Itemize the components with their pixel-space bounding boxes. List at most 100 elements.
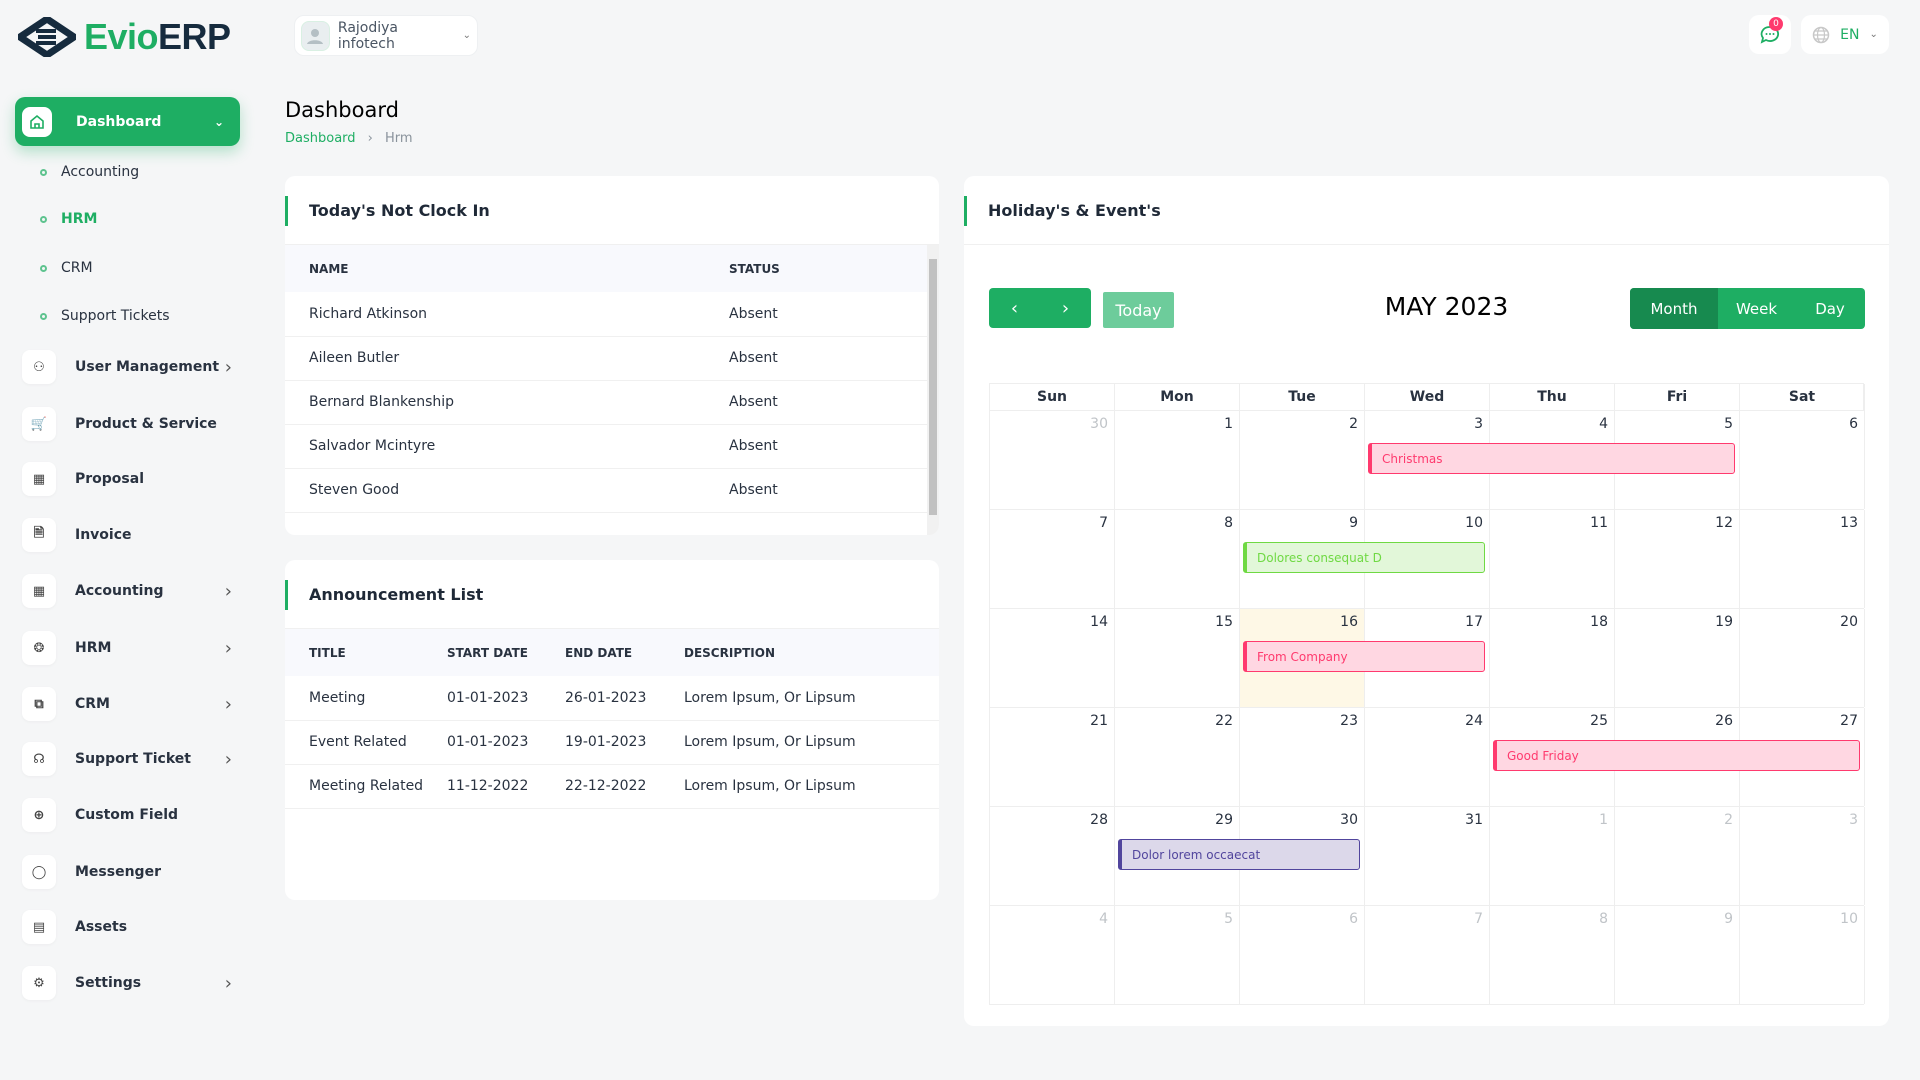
logo-text: EvioERP (84, 16, 231, 57)
calendar-day[interactable]: 15 (1115, 609, 1240, 707)
sidebar-item-proposal[interactable]: ▦ Proposal (22, 461, 232, 497)
headset-icon: ☊ (22, 742, 56, 776)
sidebar-item-messenger[interactable]: ◯ Messenger (22, 854, 232, 890)
logo[interactable]: EvioERP (18, 16, 231, 58)
calendar-day[interactable]: 19 (1615, 609, 1740, 707)
calendar-event[interactable]: Dolor lorem occaecat (1118, 839, 1360, 870)
view-day-button[interactable]: Day (1815, 299, 1845, 318)
table-row: Event Related 01-01-2023 19-01-2023 Lorem I… (285, 720, 939, 765)
sidebar-item-dashboard[interactable]: Dashboard ⌄ (15, 97, 240, 146)
today-button[interactable]: Today (1103, 292, 1174, 328)
calendar-day[interactable]: 6 (1740, 411, 1865, 509)
sidebar-item-custom-field[interactable]: ⊕ Custom Field (22, 797, 232, 833)
status-cell: Absent (705, 336, 939, 381)
calendar-day[interactable]: 12 (1615, 510, 1740, 608)
calendar-day[interactable]: 1 (1115, 411, 1240, 509)
calendar-day[interactable]: 24 (1365, 708, 1490, 806)
calendar-day[interactable]: 8 (1490, 906, 1615, 1004)
calendar-event[interactable]: Christmas (1368, 443, 1735, 474)
calendar-day[interactable]: 6 (1240, 906, 1365, 1004)
messages-button[interactable]: 0 (1749, 15, 1791, 54)
calendar-day[interactable]: 31 (1365, 807, 1490, 905)
name-cell: Richard Atkinson (285, 292, 705, 337)
calendar-day[interactable]: 30 (1240, 807, 1365, 905)
calendar-event[interactable]: Good Friday (1493, 740, 1860, 771)
calendar-day[interactable]: 18 (1490, 609, 1615, 707)
calendar-day[interactable]: 21 (990, 708, 1115, 806)
calendar-day[interactable]: 7 (1365, 906, 1490, 1004)
end-date-cell: 26-01-2023 (565, 676, 684, 721)
calendar-day[interactable]: 23 (1240, 708, 1365, 806)
calendar-day[interactable]: 1 (1490, 807, 1615, 905)
sidebar-subitem-hrm[interactable]: HRM (40, 211, 97, 227)
avatar (301, 20, 330, 51)
sidebar-subitem-accounting[interactable]: Accounting (40, 164, 139, 180)
weekday-header: Sat (1740, 384, 1865, 411)
calendar-day[interactable]: 14 (990, 609, 1115, 707)
calendar-day[interactable]: 7 (990, 510, 1115, 608)
calendar-day[interactable]: 22 (1115, 708, 1240, 806)
sidebar-item-label: Settings (75, 975, 142, 991)
calendar-week: 4 5 6 7 8 9 10 (989, 906, 1865, 1005)
sidebar-subitem-support-tickets[interactable]: Support Tickets (40, 308, 170, 324)
status-cell: Absent (705, 424, 939, 469)
view-month-button[interactable]: Month (1630, 288, 1718, 329)
scrollbar[interactable] (927, 245, 939, 535)
scrollbar-thumb[interactable] (929, 259, 937, 515)
calendar-day[interactable]: 3 (1740, 807, 1865, 905)
sidebar-subitem-crm[interactable]: CRM (40, 260, 93, 276)
prev-month-button[interactable]: ‹ (1010, 297, 1019, 319)
calendar-event[interactable]: From Company (1243, 641, 1485, 672)
chevron-right-icon: › (224, 748, 232, 770)
calendar-day[interactable]: 11 (1490, 510, 1615, 608)
chevron-down-icon: ⌄ (213, 114, 224, 129)
page-title: Dashboard (285, 98, 399, 122)
bullet-icon (40, 215, 47, 223)
view-week-button[interactable]: Week (1735, 299, 1778, 318)
calendar-day[interactable]: 5 (1115, 906, 1240, 1004)
calendar-day[interactable]: 2 (1615, 807, 1740, 905)
calendar-day[interactable]: 5 (1615, 411, 1740, 509)
calendar-day[interactable]: 13 (1740, 510, 1865, 608)
status-cell: Absent (705, 380, 939, 425)
chevron-right-icon: › (224, 972, 232, 994)
sidebar-item-accounting[interactable]: ▦ Accounting › (22, 573, 232, 609)
calendar-day[interactable]: 28 (990, 807, 1115, 905)
bullet-icon (40, 264, 47, 272)
calendar-day[interactable]: 9 (1615, 906, 1740, 1004)
calendar-day[interactable]: 20 (1740, 609, 1865, 707)
sidebar-item-user-management[interactable]: ⚇ User Management › (22, 349, 232, 385)
calendar-grid: Sun Mon Tue Wed Thu Fri Sat 30 1 2 3 4 5 6 7 8 9 10 11 12 1… (989, 383, 1865, 1005)
sidebar-item-hrm[interactable]: ❂ HRM › (22, 630, 232, 666)
next-month-button[interactable]: › (1061, 297, 1070, 319)
sidebar-item-settings[interactable]: ⚙ Settings › (22, 965, 232, 1001)
description-cell: Lorem Ipsum, Or Lipsum (684, 676, 939, 721)
calendar-day[interactable]: 4 (990, 906, 1115, 1004)
calendar-day[interactable]: 2 (1240, 411, 1365, 509)
calendar-day[interactable]: 27 (1740, 708, 1865, 806)
sidebar-item-product-service[interactable]: 🛒 Product & Service (22, 406, 232, 442)
calendar-day[interactable]: 10 (1365, 510, 1490, 608)
sidebar-item-label: User Management (75, 359, 220, 375)
calendar-day[interactable]: 17 (1365, 609, 1490, 707)
company-selector[interactable]: Rajodiya infotech ⌄ (294, 15, 478, 56)
breadcrumb-link[interactable]: Dashboard (285, 131, 356, 146)
sidebar-item-invoice[interactable]: 🗎 Invoice (22, 517, 232, 553)
calendar-day[interactable]: 8 (1115, 510, 1240, 608)
calendar-day[interactable]: 10 (1740, 906, 1865, 1004)
table-row: Bernard Blankenship Absent (285, 380, 939, 425)
sidebar-item-support-ticket[interactable]: ☊ Support Ticket › (22, 741, 232, 777)
language-selector[interactable]: EN ⌄ (1801, 15, 1889, 54)
start-date-cell: 01-01-2023 (447, 676, 565, 721)
weekday-header: Sun (990, 384, 1115, 411)
calendar-event[interactable]: Dolores consequat D (1243, 542, 1485, 573)
calendar-day[interactable]: 30 (990, 411, 1115, 509)
sidebar-item-crm[interactable]: ⧉ CRM › (22, 686, 232, 722)
calculator-icon: ▤ (22, 910, 56, 944)
sidebar-item-assets[interactable]: ▤ Assets (22, 909, 232, 945)
grid-icon: ▦ (22, 574, 56, 608)
sidebar-item-label: Product & Service (75, 416, 217, 432)
calendar-month-title: MAY 2023 (1384, 292, 1509, 321)
status-cell: Absent (705, 468, 939, 513)
hrm-icon: ❂ (22, 631, 56, 665)
